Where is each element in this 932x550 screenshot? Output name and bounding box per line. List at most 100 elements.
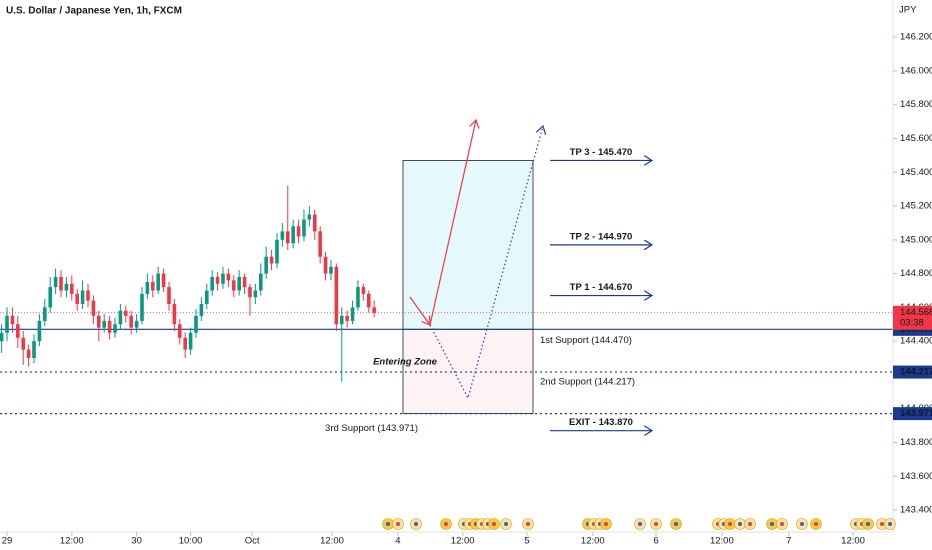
- event-dot: [386, 522, 390, 526]
- candle-body: [86, 290, 90, 301]
- event-dot: [492, 522, 496, 526]
- candle-body: [204, 290, 209, 304]
- candle-body: [70, 283, 74, 294]
- candle-body: [312, 214, 317, 232]
- candle-body: [118, 310, 123, 325]
- candle-body: [280, 231, 285, 240]
- y-tick-label: 145.000: [900, 234, 932, 245]
- countdown-label: 03:38: [900, 317, 924, 328]
- candle-body: [248, 287, 252, 298]
- event-dot: [396, 522, 400, 526]
- candle-body: [59, 276, 63, 291]
- candle-body: [150, 282, 155, 291]
- y-tick-label: 144.800: [900, 268, 932, 279]
- level-price-label: 144.217: [900, 367, 932, 378]
- candle-body: [296, 226, 301, 237]
- event-dot: [526, 522, 530, 526]
- y-tick-label: 145.600: [900, 133, 932, 144]
- candle-body: [129, 315, 133, 328]
- candle-body: [26, 349, 31, 359]
- event-dot: [654, 522, 658, 526]
- candle-body: [107, 320, 112, 333]
- event-dot: [770, 522, 774, 526]
- candle-body: [231, 280, 236, 291]
- candle-body: [97, 315, 101, 328]
- x-tick-label: 6: [653, 536, 658, 547]
- event-dot: [414, 522, 418, 526]
- candle-body: [161, 273, 166, 288]
- candle-body: [237, 276, 241, 291]
- candle-body: [253, 290, 258, 298]
- candle-body: [199, 304, 204, 316]
- x-tick-label: 12:00: [320, 536, 344, 547]
- candle-body: [177, 324, 182, 338]
- x-tick-label: 30: [131, 536, 142, 547]
- last-price-box: [893, 305, 932, 330]
- y-tick-label: 143.400: [900, 505, 932, 516]
- event-dot: [780, 522, 784, 526]
- x-tick-label: 29: [2, 536, 13, 547]
- candle-body: [264, 256, 268, 274]
- candle-body: [0, 332, 4, 342]
- drawings: TP 3 - 145.470 TP 2 - 144.970 TP 1 - 144.6…: [325, 120, 652, 434]
- profit-zone: [402, 160, 534, 330]
- candle-body: [172, 304, 177, 325]
- target-label: EXIT - 143.870: [569, 417, 633, 428]
- candle-body: [113, 324, 117, 333]
- candle-body: [183, 337, 187, 350]
- event-dot: [504, 522, 508, 526]
- target-label: TP 1 - 144.670: [570, 282, 633, 293]
- candle-body: [10, 315, 15, 325]
- candle-body: [123, 310, 128, 316]
- level-price-box: [893, 365, 932, 379]
- zone-label: Entering Zone: [373, 357, 438, 368]
- candle-body: [16, 324, 20, 338]
- candle-body: [226, 273, 231, 281]
- x-tick-label: Oct: [245, 536, 260, 547]
- y-tick-label: 143.800: [900, 437, 932, 448]
- candle-body: [91, 300, 96, 316]
- candle-body: [334, 266, 339, 325]
- candle-body: [302, 219, 306, 237]
- candle-body: [53, 276, 58, 288]
- event-dot: [888, 522, 892, 526]
- candle-body: [156, 273, 160, 291]
- candle-body: [345, 315, 349, 321]
- event-dot: [866, 522, 870, 526]
- event-dot: [880, 522, 884, 526]
- event-dot: [814, 522, 818, 526]
- candle-body: [339, 315, 344, 325]
- support-label: 3rd Support (143.971): [325, 423, 418, 434]
- candle-body: [242, 276, 247, 288]
- y-tick-label: 145.200: [900, 201, 932, 212]
- candle-body: [194, 315, 198, 333]
- x-tick-label: 10:00: [179, 536, 203, 547]
- candle-body: [215, 276, 220, 284]
- bull-arrow: [429, 120, 476, 326]
- x-tick-label: 12:00: [451, 536, 475, 547]
- candle-body: [75, 293, 80, 304]
- candle-body: [366, 293, 371, 308]
- y-tick-label: 146.200: [900, 32, 932, 43]
- entry-zone: [402, 328, 534, 415]
- candle-body: [102, 320, 107, 328]
- target-label: TP 3 - 145.470: [570, 147, 633, 158]
- x-tick-label: 4: [395, 536, 400, 547]
- y-tick-label: 145.400: [900, 167, 932, 178]
- candle-body: [145, 282, 150, 294]
- candle-body: [323, 256, 328, 274]
- event-dot: [738, 522, 742, 526]
- candle-body: [64, 283, 69, 291]
- candle-body: [134, 320, 139, 328]
- candle-body: [361, 287, 366, 294]
- candle-body: [167, 287, 171, 304]
- candle-body: [5, 315, 9, 333]
- x-tick-label: 12:00: [710, 536, 734, 547]
- chart-title: U.S. Dollar / Japanese Yen, 1h, FXCM: [6, 6, 182, 17]
- candle-body: [356, 287, 360, 308]
- candle-body: [350, 307, 355, 321]
- zones: [402, 160, 534, 415]
- support-label: 2nd Support (144.217): [540, 377, 635, 388]
- y-tick-label: 144.400: [900, 336, 932, 347]
